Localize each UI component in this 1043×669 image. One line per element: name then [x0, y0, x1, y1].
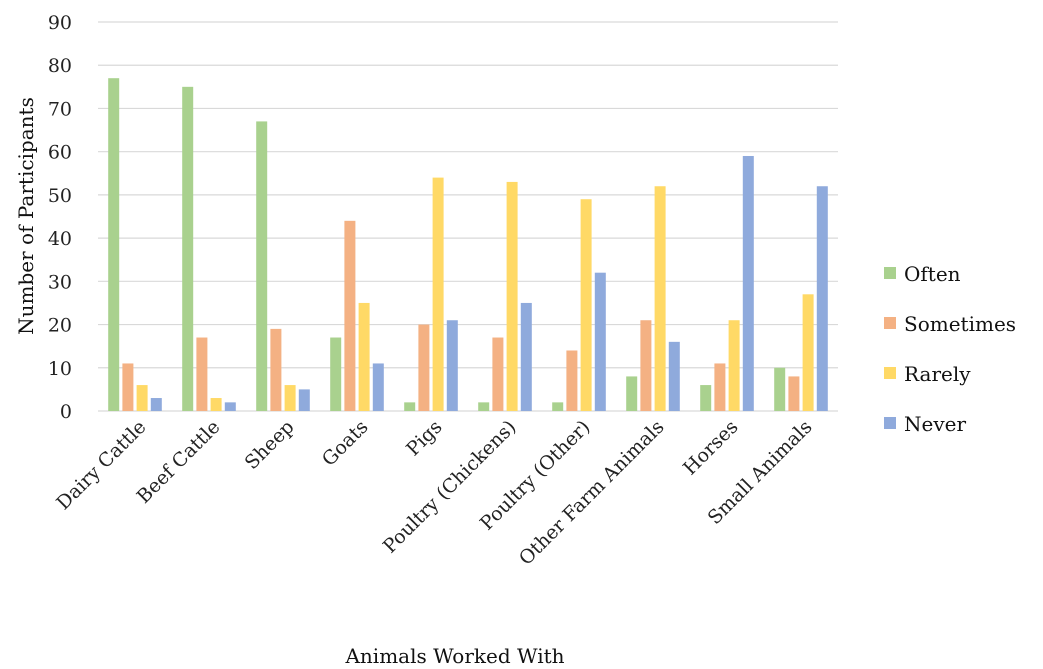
y-axis-ticks: 0 10 20 30 40 50 60 70 80 90	[48, 12, 72, 423]
legend-swatch-rarely	[884, 367, 896, 379]
x-tick-label: Goats	[318, 416, 373, 471]
x-tick-label: Poultry (Chickens)	[379, 416, 521, 558]
y-tick-label: 10	[48, 358, 72, 380]
y-tick-label: 20	[48, 315, 72, 337]
bar-often-8	[700, 385, 712, 411]
bar-often-7	[626, 376, 638, 411]
bar-rarely-0	[136, 385, 148, 411]
x-tick-label: Pigs	[402, 416, 446, 460]
bar-often-5	[478, 402, 490, 411]
bar-often-3	[330, 337, 342, 411]
legend-swatch-often	[884, 267, 896, 279]
y-tick-label: 70	[48, 98, 72, 120]
x-axis-title: Animals Worked With	[344, 644, 564, 668]
bar-often-2	[256, 121, 268, 412]
x-tick-label: Sheep	[241, 416, 299, 474]
bar-never-4	[446, 320, 458, 411]
bar-never-1	[224, 402, 236, 411]
y-tick-label: 90	[48, 12, 72, 34]
bars	[108, 78, 828, 412]
legend-label-never: Never	[904, 412, 966, 436]
legend: Often Sometimes Rarely Never	[884, 262, 1016, 436]
x-tick-label: Dairy Cattle	[52, 416, 150, 514]
y-tick-label: 50	[48, 185, 72, 207]
bar-rarely-9	[802, 294, 814, 411]
bar-never-9	[816, 186, 828, 411]
legend-label-sometimes: Sometimes	[904, 312, 1016, 336]
bar-sometimes-2	[270, 328, 282, 411]
bar-sometimes-8	[714, 363, 726, 411]
bar-rarely-8	[728, 320, 740, 411]
y-tick-label: 0	[60, 401, 72, 423]
y-tick-label: 30	[48, 271, 72, 293]
legend-label-often: Often	[904, 262, 961, 286]
bar-rarely-4	[432, 177, 444, 411]
y-tick-label: 40	[48, 228, 72, 250]
y-tick-label: 60	[48, 142, 72, 164]
bar-often-9	[774, 367, 786, 411]
bar-rarely-2	[284, 385, 296, 411]
bar-rarely-1	[210, 398, 222, 411]
bar-never-0	[150, 398, 162, 411]
bar-sometimes-6	[566, 350, 578, 411]
bar-never-3	[372, 363, 384, 411]
bar-never-5	[520, 302, 532, 411]
bar-often-4	[404, 402, 416, 411]
bar-often-6	[552, 402, 564, 411]
legend-label-rarely: Rarely	[904, 362, 971, 386]
bar-rarely-7	[654, 186, 666, 411]
legend-swatch-never	[884, 417, 896, 429]
bar-sometimes-5	[492, 337, 504, 411]
bar-rarely-5	[506, 181, 518, 411]
bar-sometimes-3	[344, 220, 356, 411]
bar-sometimes-0	[122, 363, 134, 411]
y-axis-title: Number of Participants	[14, 97, 38, 335]
bar-sometimes-4	[418, 324, 430, 411]
bar-often-0	[108, 78, 120, 411]
gridlines	[98, 21, 838, 412]
bar-never-2	[298, 389, 310, 411]
x-tick-label: Horses	[679, 416, 743, 480]
x-tick-label: Other Farm Animals	[515, 416, 669, 570]
bar-sometimes-1	[196, 337, 208, 411]
legend-swatch-sometimes	[884, 317, 896, 329]
bar-rarely-6	[580, 199, 592, 411]
bar-often-1	[182, 86, 194, 411]
y-tick-label: 80	[48, 55, 72, 77]
bar-never-7	[668, 341, 680, 411]
bar-sometimes-7	[640, 320, 652, 411]
bar-rarely-3	[358, 302, 370, 411]
bar-never-6	[594, 272, 606, 411]
bar-sometimes-9	[788, 376, 800, 411]
bar-never-8	[742, 155, 754, 411]
